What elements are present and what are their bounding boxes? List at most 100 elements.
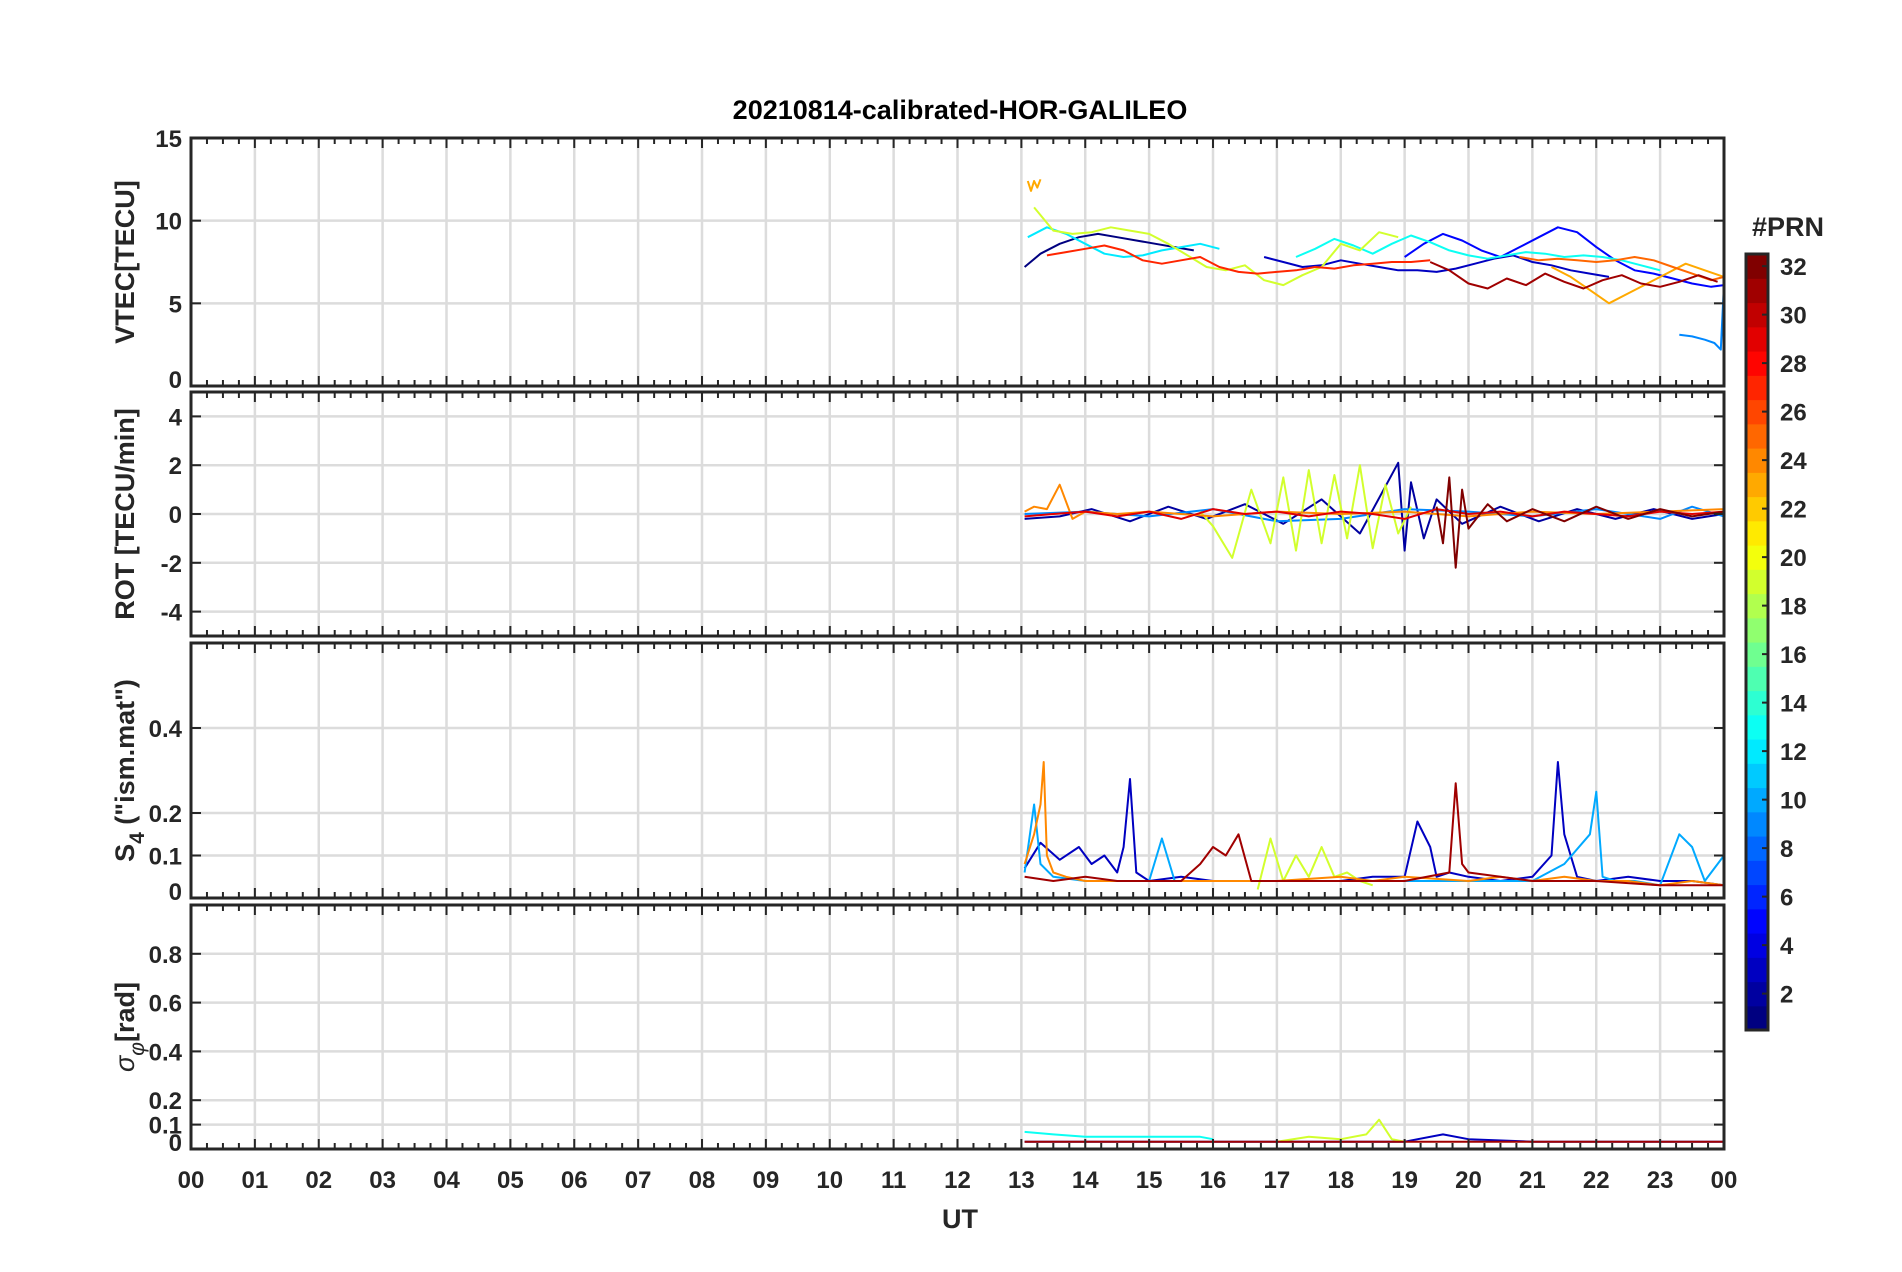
colorbar-tick-label: 18 (1780, 594, 1807, 621)
series-line-prn-19 (1199, 464, 1412, 559)
colorbar-tick-label: 22 (1780, 497, 1807, 524)
y-tick-label: 0.2 (149, 801, 182, 828)
x-tick-label: 16 (1200, 1167, 1227, 1194)
colorbar-segment (1746, 860, 1768, 886)
series-line-prn-3 (1263, 254, 1610, 278)
colorbar-tick-label: 30 (1780, 303, 1807, 330)
colorbar-segment (1746, 642, 1768, 667)
x-tick-label: 17 (1264, 1167, 1291, 1194)
panel-2: -4 -2 0 2 4 ROT [TECU/min] (110, 390, 1726, 638)
y-axis-label: VTEC[TECU] (110, 180, 140, 344)
colorbar-segment (1746, 351, 1768, 376)
grid (191, 643, 1724, 898)
y-tick-label: 5 (169, 291, 182, 318)
series-line-prn-25 (1519, 256, 1725, 282)
colorbar-tick-label: 10 (1780, 788, 1807, 815)
x-tick-label: 10 (816, 1167, 843, 1194)
x-tick-label: 19 (1391, 1167, 1418, 1194)
y-axis-label-main: σ (110, 1054, 140, 1072)
colorbar-segment (1746, 908, 1768, 934)
colorbar-segment (1746, 302, 1768, 328)
colorbar-segment (1746, 933, 1768, 958)
colorbar-segment (1746, 957, 1768, 983)
colorbar-tick-label: 20 (1780, 545, 1807, 572)
colorbar-tick-label: 32 (1780, 254, 1807, 281)
series-line-prn-29 (1024, 508, 1725, 520)
colorbar-tick-label: 14 (1780, 691, 1807, 718)
y-axis-label-rest: ("ism.mat") (110, 679, 140, 832)
y-axis-label: S4 ("ism.mat") (110, 679, 149, 862)
x-tick-label: 18 (1327, 1167, 1354, 1194)
series-line-prn-23 (1551, 262, 1725, 305)
colorbar-label: #PRN (1752, 212, 1824, 242)
colorbar-tick-label: 28 (1780, 351, 1807, 378)
panel-3: 00.10.20.4S4 ("ism.mat") (110, 641, 1726, 906)
grid (191, 905, 1724, 1149)
series-line-prn-27 (1046, 244, 1431, 275)
x-tick-label: 00 (1711, 1167, 1738, 1194)
y-tick-label: 10 (155, 209, 182, 236)
colorbar-tick-label: 4 (1780, 933, 1794, 960)
y-tick-label: 0.4 (149, 716, 183, 743)
colorbar-segment (1746, 981, 1768, 1007)
y-tick-label: 0.4 (149, 1039, 183, 1066)
x-tick-label: 22 (1583, 1167, 1610, 1194)
series-line-prn-31 (1429, 261, 1718, 290)
y-axis-label-main: S (110, 844, 140, 862)
colorbar-segment (1746, 617, 1768, 643)
x-tick-label: 08 (689, 1167, 716, 1194)
y-tick-label: 0 (169, 502, 182, 529)
colorbar-segment (1746, 884, 1768, 910)
colorbar-segment (1746, 520, 1768, 546)
x-tick-label: 06 (561, 1167, 588, 1194)
x-tick-label: 03 (369, 1167, 396, 1194)
series-line-prn-1 (1023, 232, 1194, 268)
colorbar-segment (1746, 375, 1768, 401)
x-tick-label: 11 (881, 1167, 906, 1194)
x-tick-label: 15 (1136, 1167, 1163, 1194)
colorbar-segment (1746, 787, 1768, 813)
x-tick-label: 21 (1519, 1167, 1546, 1194)
y-tick-label: 0 (169, 1130, 182, 1157)
colorbar-tick-label: 6 (1780, 885, 1793, 912)
x-tick-label: 07 (625, 1167, 652, 1194)
axes-frame (189, 390, 1726, 638)
y-tick-label: 0.1 (149, 844, 182, 871)
series-line-prn-9 (1024, 505, 1725, 523)
chart-title: 20210814-calibrated-HOR-GALILEO (733, 95, 1188, 125)
x-tick-label: 13 (1008, 1167, 1035, 1194)
colorbar-tick-label: 12 (1780, 739, 1807, 766)
colorbar-segment (1746, 763, 1768, 789)
y-tick-label: 0 (169, 367, 182, 394)
colorbar-segment (1746, 326, 1768, 352)
series-group (1023, 761, 1725, 890)
series-line-prn-32 (1435, 476, 1725, 569)
series-line-prn-9 (1679, 283, 1725, 351)
colorbar-segment (1746, 448, 1768, 473)
colorbar-segment (1746, 836, 1768, 861)
x-tick-label: 09 (753, 1167, 780, 1194)
series-group (1023, 178, 1725, 351)
series-group (1024, 461, 1725, 569)
colorbar-tick-label: 2 (1780, 982, 1793, 1009)
x-tick-label: 01 (242, 1167, 269, 1194)
series-line-prn-19 (1276, 1118, 1405, 1143)
axes-frame (189, 903, 1726, 1151)
x-tick-label: 14 (1072, 1167, 1099, 1194)
colorbar-segment (1746, 545, 1768, 570)
colorbar-segment (1746, 472, 1768, 498)
axes-frame (189, 641, 1726, 900)
y-tick-label: 15 (155, 126, 182, 153)
colorbar-frame (1744, 252, 1770, 1032)
y-tick-label: -4 (161, 600, 183, 627)
colorbar-segment (1746, 593, 1768, 619)
colorbar-segment (1746, 739, 1768, 764)
colorbar-segment (1746, 423, 1768, 449)
x-axis-label: UT (942, 1204, 978, 1234)
y-axis-label-rest: [rad] (110, 982, 140, 1042)
y-tick-label: 2 (169, 453, 182, 480)
colorbar-tick-label: 8 (1780, 836, 1793, 863)
y-axis-label: ROT [TECU/min] (110, 408, 140, 619)
x-tick-label: 04 (433, 1167, 460, 1194)
